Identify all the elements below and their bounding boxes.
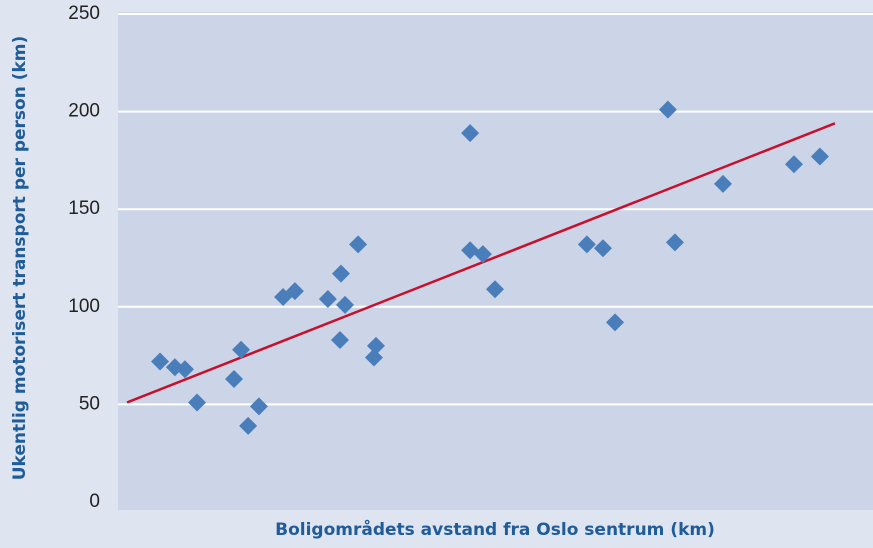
point: [151, 352, 170, 371]
y-tick-label: 100: [68, 296, 100, 317]
point: [577, 235, 596, 254]
point: [336, 295, 355, 314]
point: [810, 147, 829, 166]
point: [249, 397, 268, 416]
point: [364, 348, 383, 367]
y-tick-label: 150: [68, 198, 100, 219]
point: [232, 340, 251, 359]
y-tick-label: 200: [68, 101, 100, 122]
point: [188, 393, 207, 412]
x-axis-title: Boligområdets avstand fra Oslo sentrum (…: [275, 518, 715, 540]
plot-area: [118, 12, 873, 510]
point: [331, 264, 350, 283]
point: [658, 100, 677, 119]
y-tick-label: 50: [79, 393, 100, 414]
point: [239, 416, 258, 435]
point: [366, 336, 385, 355]
trend-line: [126, 122, 836, 404]
point: [175, 360, 194, 379]
y-tick-label: 250: [68, 3, 100, 24]
point: [225, 370, 244, 389]
point: [349, 235, 368, 254]
point: [485, 280, 504, 299]
point: [606, 313, 625, 332]
point: [461, 124, 480, 143]
point: [285, 282, 304, 301]
point: [318, 289, 337, 308]
point: [330, 330, 349, 349]
y-tick-label: 0: [89, 491, 100, 512]
y-axis-title: Ukentlig motorisert transport per person…: [10, 36, 30, 481]
point: [593, 239, 612, 258]
point: [714, 174, 733, 193]
point: [665, 233, 684, 252]
point: [784, 155, 803, 174]
point: [473, 245, 492, 264]
